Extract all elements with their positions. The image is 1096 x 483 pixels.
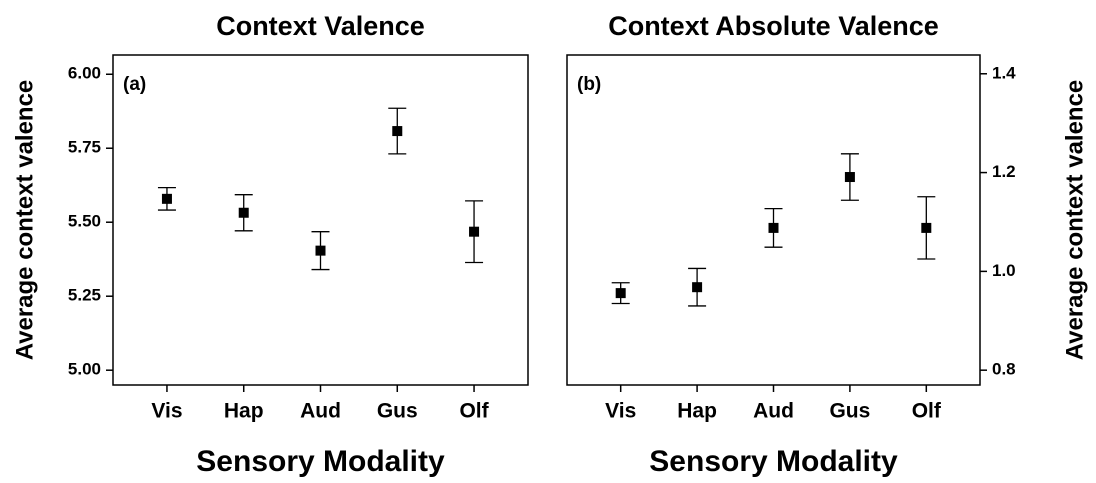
panel-label: (a) <box>123 74 146 95</box>
panel-label: (b) <box>577 74 601 95</box>
point <box>615 288 626 299</box>
x-tick-label: Gus <box>377 400 418 423</box>
point <box>921 222 932 233</box>
y-tick-label: 1.0 <box>992 261 1016 280</box>
y-tick-label: 6.00 <box>68 64 101 83</box>
point <box>692 282 703 293</box>
point <box>392 126 403 137</box>
x-tick-label: Vis <box>151 400 182 423</box>
x-tick-label: Vis <box>605 400 636 423</box>
y-tick-label: 5.25 <box>68 286 101 305</box>
x-tick-label: Gus <box>829 400 870 423</box>
point <box>161 193 172 204</box>
x-tick-label: Olf <box>459 400 489 423</box>
y-tick-label: 5.00 <box>68 360 101 379</box>
chart-title: Context Valence <box>216 11 425 41</box>
x-axis-label: Sensory Modality <box>649 445 898 478</box>
x-tick-label: Aud <box>753 400 794 423</box>
y-tick-label: 0.8 <box>992 360 1016 379</box>
y-tick-label: 1.2 <box>992 162 1016 181</box>
point <box>768 222 779 233</box>
y-tick-label: 5.50 <box>68 212 101 231</box>
x-axis-label: Sensory Modality <box>196 445 445 478</box>
y-tick-label: 5.75 <box>68 138 101 157</box>
point <box>469 226 480 237</box>
x-tick-label: Aud <box>300 400 341 423</box>
point <box>315 245 326 256</box>
point <box>844 172 855 183</box>
x-tick-label: Olf <box>912 400 942 423</box>
y-axis-label: Average context valence <box>1061 80 1088 361</box>
chart-title: Context Absolute Valence <box>608 11 939 41</box>
plot-frame <box>112 54 529 386</box>
y-axis-label: Average context valence <box>11 80 38 361</box>
x-tick-label: Hap <box>677 400 717 423</box>
y-tick-label: 1.4 <box>992 63 1016 82</box>
point <box>238 207 249 218</box>
x-tick-label: Hap <box>224 400 264 423</box>
